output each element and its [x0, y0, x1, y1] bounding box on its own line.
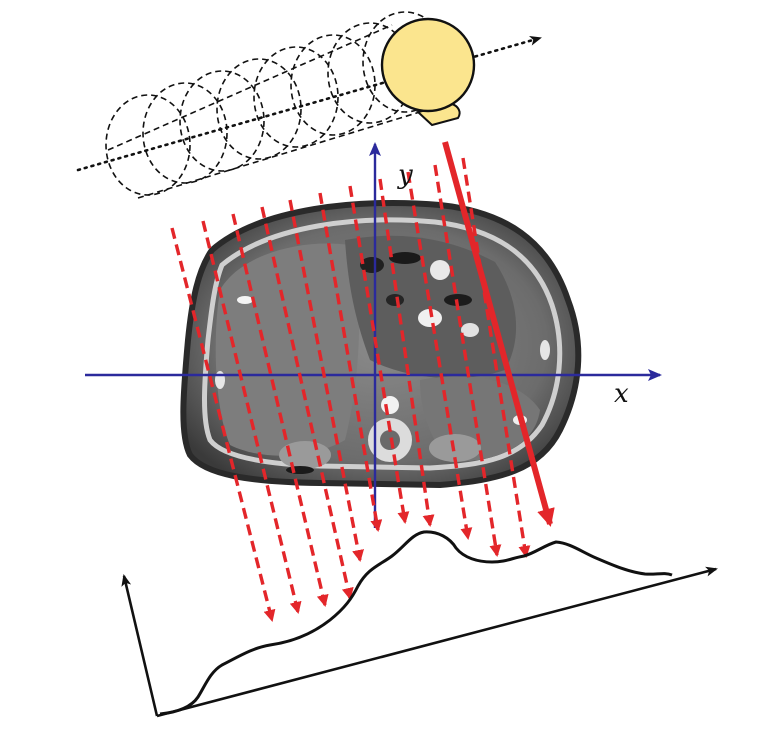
ray — [378, 178, 435, 527]
ray — [348, 185, 410, 524]
profile-axes — [121, 566, 718, 718]
ray — [406, 171, 473, 540]
y-axis-label: y — [398, 160, 413, 190]
ray — [318, 192, 383, 532]
highlighted-ray — [442, 141, 555, 527]
ray — [288, 199, 364, 562]
projection-curve — [159, 530, 673, 716]
ct-cross-section-image — [180, 199, 582, 489]
ray — [260, 206, 354, 600]
ray — [433, 164, 502, 557]
x-axis-label: x — [614, 379, 629, 409]
source-circle-icon — [380, 17, 476, 127]
projection-rays — [170, 157, 531, 622]
